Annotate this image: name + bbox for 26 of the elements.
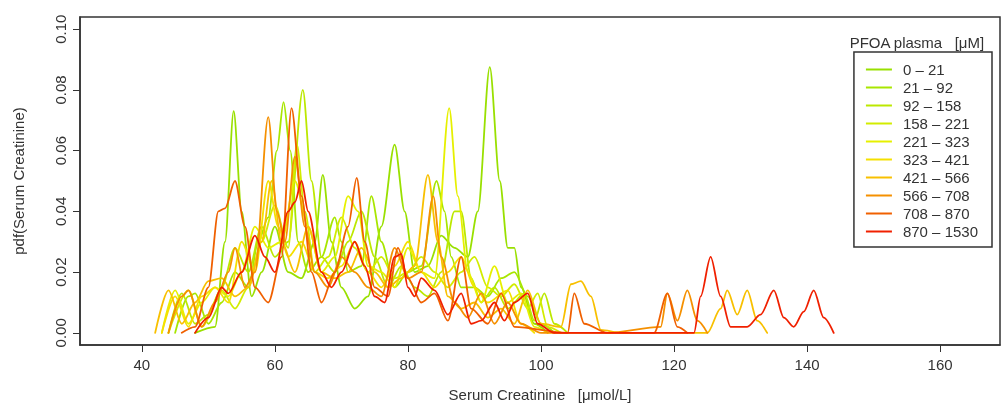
y-tick-label: 0.04 (52, 196, 69, 226)
legend-label: 221 – 323 (902, 133, 970, 150)
legend-label: 566 – 708 (902, 187, 970, 204)
y-tick-label: 0.10 (52, 14, 69, 44)
legend-label: 708 – 870 (902, 205, 970, 222)
x-tick-label: 60 (266, 356, 284, 373)
x-tick-label: 100 (528, 356, 554, 373)
x-tick-label: 160 (927, 356, 953, 373)
legend-label: 92 – 158 (902, 97, 962, 114)
x-tick-label: 40 (133, 356, 151, 373)
legend-label: 870 – 1530 (902, 223, 978, 240)
y-tick-label: 0.02 (52, 257, 69, 287)
legend-label: 21 – 92 (902, 79, 953, 96)
y-tick-label: 0.06 (52, 136, 69, 166)
x-tick-label: 120 (661, 356, 687, 373)
legend-label: 158 – 221 (902, 115, 970, 132)
y-tick-label: 0.08 (52, 75, 69, 105)
legend-label: 421 – 566 (902, 169, 970, 186)
legend-label: 0 – 21 (902, 61, 945, 78)
x-axis-title: Serum Creatinine [μmol/L] (448, 386, 632, 403)
y-axis-title: pdf(Serum Creatinine) (10, 107, 27, 255)
y-tick-label: 0.00 (52, 318, 69, 348)
x-tick-label: 80 (399, 356, 417, 373)
legend-label: 323 – 421 (902, 151, 970, 168)
legend-title: PFOA plasma [μM] (849, 34, 985, 51)
x-tick-label: 140 (794, 356, 820, 373)
